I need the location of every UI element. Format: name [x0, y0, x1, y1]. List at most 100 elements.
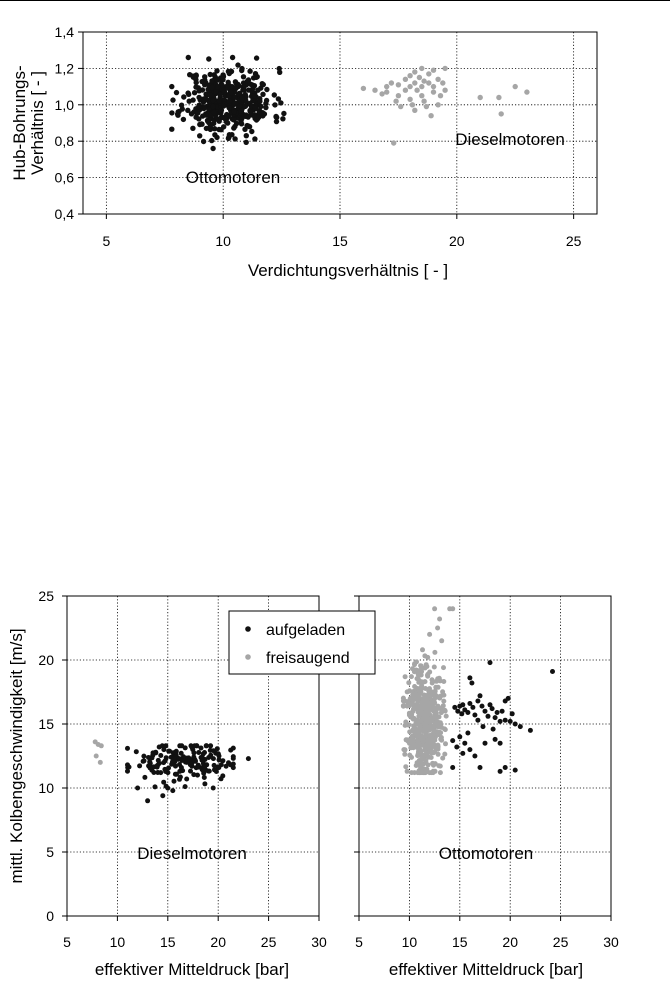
compression-series-0-point-348 [256, 114, 262, 120]
otto-series-0-point-340 [402, 751, 408, 757]
otto-series-0-point-351 [422, 653, 428, 659]
compression-series-0-point-126 [173, 89, 180, 96]
otto-series-0-point-429 [435, 719, 441, 725]
compression-series-0-point-412 [243, 112, 249, 118]
compression-series-1-point-33 [428, 113, 434, 119]
diesel-series-0-point-146 [199, 755, 205, 761]
diesel-y-tick-label-1: 5 [46, 844, 54, 860]
compression-y-tick-label-5: 1,4 [55, 24, 75, 40]
otto-series-1-point-20 [499, 708, 505, 714]
compression-series-0-point-344 [245, 77, 252, 83]
otto-series-1-point-29 [487, 660, 493, 666]
otto-series-0-point-462 [413, 667, 419, 673]
diesel-series-0-point-167 [198, 745, 204, 751]
diesel-series-0-point-173 [160, 793, 166, 799]
otto-series-0-point-375 [417, 770, 423, 776]
otto-series-0-point-472 [402, 674, 408, 680]
compression-series-1-point-0 [360, 85, 367, 92]
otto-series-1-point-25 [517, 724, 523, 730]
otto-x-tick-label-2: 15 [452, 934, 468, 950]
compression-series-1-point-37 [498, 111, 504, 117]
diesel-series-0-point-71 [201, 775, 207, 780]
compression-series-0-point-122 [280, 116, 286, 122]
otto-series-0-point-10 [435, 751, 441, 757]
otto-series-0-point-450 [436, 732, 442, 738]
otto-series-0-point-433 [423, 770, 428, 776]
otto-series-0-point-128 [442, 751, 448, 757]
otto-series-1-point-51 [509, 711, 515, 717]
diesel-series-0-point-140 [126, 764, 132, 770]
otto-series-1-point-23 [507, 718, 513, 724]
compression-series-0-point-201 [259, 81, 265, 87]
compression-series-0-point-141 [243, 133, 249, 139]
diesel-series-0-point-143 [202, 764, 208, 770]
otto-series-0-point-486 [427, 631, 433, 637]
diesel-series-0-point-153 [141, 753, 147, 759]
otto-series-0-point-443 [420, 710, 426, 716]
otto-series-0-point-394 [433, 746, 439, 752]
compression-series-0-point-51 [229, 54, 236, 61]
compression-series-0-point-404 [214, 134, 220, 141]
compression-series-0-point-243 [185, 107, 191, 114]
compression-series-0-point-366 [263, 97, 270, 104]
otto-series-0-point-309 [429, 718, 435, 724]
diesel-series-0-point-154 [165, 785, 171, 791]
compression-annotation-otto: Ottomotoren [186, 168, 281, 187]
otto-series-0-point-322 [430, 770, 436, 776]
diesel-series-0-point-20 [166, 748, 172, 754]
diesel-series-0-point-69 [195, 772, 200, 778]
diesel-series-0-point-96 [226, 760, 231, 766]
diesel-series-0-point-132 [192, 743, 198, 749]
compression-series-1-point-3 [384, 89, 390, 95]
compression-series-0-point-416 [247, 81, 253, 87]
otto-series-0-point-453 [415, 708, 421, 714]
compression-series-0-point-381 [242, 103, 248, 109]
compression-plot-frame [82, 31, 598, 215]
diesel-series-0-point-166 [211, 748, 216, 754]
compression-tick-labels: 5 10 15 20 25 0,4 0,6 0,8 1,0 1,2 1,4 [55, 24, 582, 249]
diesel-series-0-point-171 [135, 785, 141, 791]
compression-series-0-point-265 [198, 121, 205, 127]
compression-series-0-point-343 [174, 111, 181, 117]
otto-series-0-point-379 [416, 671, 422, 677]
diesel-series-0-point-134 [210, 756, 216, 762]
otto-series-1-point-40 [502, 765, 508, 770]
compression-series-0-point-45 [278, 100, 284, 106]
compression-series-1-point-14 [412, 69, 418, 75]
otto-series-0-point-457 [426, 754, 432, 760]
diesel-series-0-point-169 [141, 758, 147, 764]
diesel-x-tick-label-0: 5 [63, 934, 71, 950]
diesel-series-0-point-122 [216, 765, 222, 771]
otto-series-0-point-226 [428, 750, 434, 756]
compression-y-tick-label-3: 1,0 [55, 97, 75, 113]
compression-series-0-point-181 [231, 125, 237, 131]
otto-series-0-point-447 [413, 763, 419, 768]
otto-series-0-point-464 [410, 706, 416, 712]
compression-series-1-point-32 [442, 87, 448, 93]
diesel-series-0-point-111 [171, 778, 177, 784]
otto-series-0-point-374 [407, 729, 413, 735]
compression-series-0-point-289 [218, 107, 225, 114]
otto-series-1-point-4 [460, 702, 466, 708]
compression-series-0-point-157 [211, 126, 218, 132]
otto-series-0-point-5 [408, 674, 414, 680]
compression-y-tick-label-2: 0,8 [55, 133, 75, 149]
otto-series-1-point-17 [492, 715, 498, 721]
otto-series-1-point-3 [459, 711, 465, 717]
compression-series-1-point-43 [437, 93, 444, 99]
compression-series-0-point-202 [200, 138, 207, 145]
compression-series-0-point-401 [178, 102, 185, 108]
compression-series-0-point-193 [245, 123, 251, 129]
diesel-series-0-point-41 [220, 773, 226, 779]
compression-series-0-point-272 [273, 113, 279, 120]
otto-series-1-point-45 [492, 736, 498, 742]
compression-series-1-point-18 [419, 65, 425, 72]
compression-series-1-point-5 [395, 82, 402, 88]
compression-series-0-point-350 [225, 79, 231, 86]
compression-series-0-point-397 [239, 95, 245, 102]
otto-series-0-point-483 [450, 606, 456, 612]
compression-y-axis-label-line1: Hub-Bohrungs- [10, 65, 29, 180]
otto-series-1-point-11 [477, 693, 483, 699]
compression-series-0-point-43 [180, 116, 187, 123]
